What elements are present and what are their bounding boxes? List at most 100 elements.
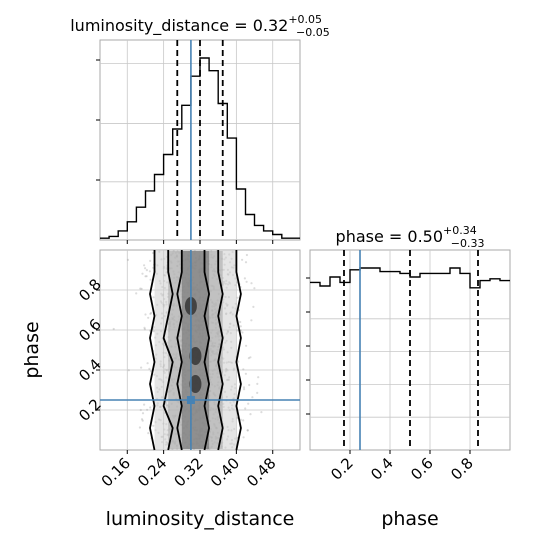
scatter-point bbox=[141, 412, 145, 415]
scatter-point bbox=[151, 251, 155, 255]
scatter-point bbox=[127, 369, 130, 372]
scatter-point bbox=[242, 386, 246, 389]
scatter-point bbox=[145, 269, 148, 272]
scatter-point bbox=[139, 287, 142, 290]
scatter-point bbox=[149, 406, 152, 409]
scatter-point bbox=[143, 328, 146, 331]
scatter-point bbox=[149, 278, 152, 281]
scatter-point bbox=[141, 419, 144, 422]
scatter-point bbox=[247, 402, 250, 405]
scatter-point bbox=[141, 272, 144, 275]
x-tick-label: 0.48 bbox=[243, 454, 279, 490]
scatter-point bbox=[138, 426, 141, 429]
scatter-point bbox=[152, 296, 155, 299]
scatter-point bbox=[145, 275, 148, 278]
scatter-point bbox=[149, 312, 152, 315]
scatter-point bbox=[239, 325, 242, 328]
x-tick-label: 0.2 bbox=[327, 454, 357, 484]
scatter-point bbox=[147, 432, 150, 435]
scatter-point bbox=[244, 407, 247, 410]
scatter-point bbox=[242, 368, 245, 371]
scatter-point bbox=[146, 408, 149, 411]
scatter-point bbox=[236, 296, 239, 299]
ticks: 0.16 0.24 0.32 0.40 0.480.20.40.60.80.2 0.4 0.… bbox=[75, 59, 477, 490]
scatter-point bbox=[152, 326, 155, 329]
scatter-point bbox=[244, 372, 247, 375]
scatter-point bbox=[148, 270, 151, 273]
scatter-point bbox=[150, 311, 153, 315]
scatter-point bbox=[147, 316, 150, 319]
scatter-point bbox=[246, 429, 249, 432]
density-core bbox=[189, 347, 202, 365]
scatter-point bbox=[152, 424, 155, 427]
contour-line bbox=[203, 250, 211, 451]
scatter-point bbox=[237, 360, 240, 363]
x-tick-label: 0.6 bbox=[407, 454, 437, 484]
scatter-point bbox=[143, 326, 146, 329]
contour-line bbox=[149, 250, 156, 451]
scatter-point bbox=[140, 287, 143, 290]
scatter-point bbox=[249, 413, 252, 416]
contour-lines bbox=[149, 250, 242, 451]
scatter-point bbox=[250, 319, 253, 322]
truth-marker bbox=[186, 396, 195, 404]
scatter-point bbox=[242, 436, 245, 439]
quantile-lines bbox=[176, 40, 479, 450]
scatter-point bbox=[253, 287, 256, 290]
scatter-point bbox=[256, 382, 259, 385]
x-tick-label: 0.8 bbox=[447, 454, 477, 484]
y-axis-label-phase: phase bbox=[21, 321, 43, 378]
scatter-point bbox=[144, 275, 147, 278]
scatter-point bbox=[241, 331, 244, 334]
x-tick-label: 0.4 bbox=[367, 454, 397, 484]
scatter-point bbox=[246, 429, 249, 432]
scatter-point bbox=[248, 383, 251, 387]
x-axis-label-phase: phase bbox=[381, 508, 438, 530]
scatter-point bbox=[243, 277, 246, 280]
scatter-point bbox=[143, 403, 146, 406]
scatter-point bbox=[149, 259, 152, 262]
scatter-point bbox=[143, 264, 146, 267]
truth-lines bbox=[100, 40, 361, 450]
scatter-point bbox=[140, 366, 143, 369]
scatter-point bbox=[245, 253, 248, 257]
scatter-point bbox=[139, 408, 142, 412]
scatter-point bbox=[149, 370, 152, 373]
scatter-point bbox=[247, 357, 250, 360]
scatter-point bbox=[241, 258, 244, 261]
phase-title: phase = 0.50+0.34 −0.33 bbox=[336, 224, 485, 250]
x-tick-label: 0.40 bbox=[207, 454, 243, 490]
scatter-point bbox=[146, 362, 149, 365]
scatter-point bbox=[243, 388, 246, 391]
scatter-point bbox=[112, 327, 115, 331]
scatter-point bbox=[140, 418, 144, 421]
scatter-point bbox=[135, 292, 138, 295]
scatter-point bbox=[260, 411, 263, 414]
scatter-point bbox=[236, 329, 239, 332]
scatter-point bbox=[144, 313, 147, 316]
lum-dist-histogram bbox=[100, 57, 300, 239]
scatter-point bbox=[126, 258, 130, 261]
scatter-point bbox=[244, 261, 248, 264]
scatter-point bbox=[252, 305, 255, 308]
x-tick-label: 0.16 bbox=[98, 454, 134, 490]
x-axis-label-lum-dist: luminosity_distance bbox=[106, 508, 295, 530]
x-tick-label: 0.32 bbox=[170, 454, 206, 490]
scatter-point bbox=[239, 320, 242, 324]
contour-line bbox=[217, 250, 224, 451]
scatter-point bbox=[249, 356, 252, 359]
scatter-point bbox=[256, 391, 259, 394]
scatter-point bbox=[251, 396, 254, 399]
lum-dist-title: luminosity_distance = 0.32+0.05 −0.05 bbox=[70, 13, 330, 39]
scatter-point bbox=[250, 282, 253, 285]
scatter-point bbox=[239, 418, 242, 421]
scatter-point bbox=[148, 367, 151, 370]
contour-line bbox=[176, 250, 183, 451]
scatter-point bbox=[242, 419, 245, 422]
scatter-point bbox=[245, 344, 248, 347]
scatter-point bbox=[144, 267, 147, 270]
density-core bbox=[189, 375, 202, 393]
contour-line bbox=[235, 250, 242, 451]
